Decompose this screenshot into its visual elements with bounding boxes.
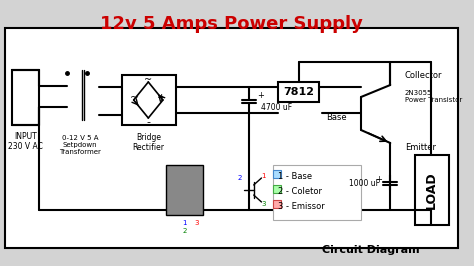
Bar <box>5 28 457 248</box>
Bar <box>273 165 361 220</box>
Text: 0-12 V 5 A
Setpdown
Transformer: 0-12 V 5 A Setpdown Transformer <box>59 135 101 155</box>
Bar <box>122 75 176 125</box>
Text: 1: 1 <box>182 220 187 226</box>
Text: 2: 2 <box>182 228 187 234</box>
Text: Base: Base <box>326 114 346 123</box>
Text: 1 - Base: 1 - Base <box>278 172 312 181</box>
Bar <box>273 170 281 178</box>
Text: ~: ~ <box>130 93 139 103</box>
Text: 3 - Emissor: 3 - Emissor <box>278 202 325 211</box>
Text: 1: 1 <box>261 173 266 179</box>
Text: +: + <box>257 92 264 101</box>
Text: 2: 2 <box>238 175 242 181</box>
Text: INPUT
230 V AC: INPUT 230 V AC <box>8 132 43 151</box>
Text: 4700 uF: 4700 uF <box>261 102 292 111</box>
Text: Bridge
Rectifier: Bridge Rectifier <box>132 133 164 152</box>
Bar <box>12 70 39 125</box>
Text: -: - <box>146 117 150 127</box>
Text: 12v 5 Amps Power Supply: 12v 5 Amps Power Supply <box>100 15 363 33</box>
Bar <box>166 165 203 215</box>
Text: Emitter: Emitter <box>405 143 436 152</box>
Text: 1000 uF: 1000 uF <box>349 178 380 188</box>
Text: 2N3055
Power Transistor: 2N3055 Power Transistor <box>405 90 462 103</box>
Text: Collector: Collector <box>405 70 442 80</box>
Text: +: + <box>157 93 167 103</box>
Text: 7812: 7812 <box>283 87 314 97</box>
Bar <box>415 155 449 225</box>
Bar <box>273 185 281 193</box>
Text: 3: 3 <box>195 220 200 226</box>
Bar <box>278 82 319 102</box>
Text: LOAD: LOAD <box>425 171 438 209</box>
Text: 2 - Coletor: 2 - Coletor <box>278 187 322 196</box>
Text: Circuit Diagram: Circuit Diagram <box>322 245 419 255</box>
Text: 3: 3 <box>261 201 266 207</box>
Text: ~: ~ <box>144 75 152 85</box>
Text: +: + <box>375 176 383 185</box>
Bar <box>273 200 281 208</box>
